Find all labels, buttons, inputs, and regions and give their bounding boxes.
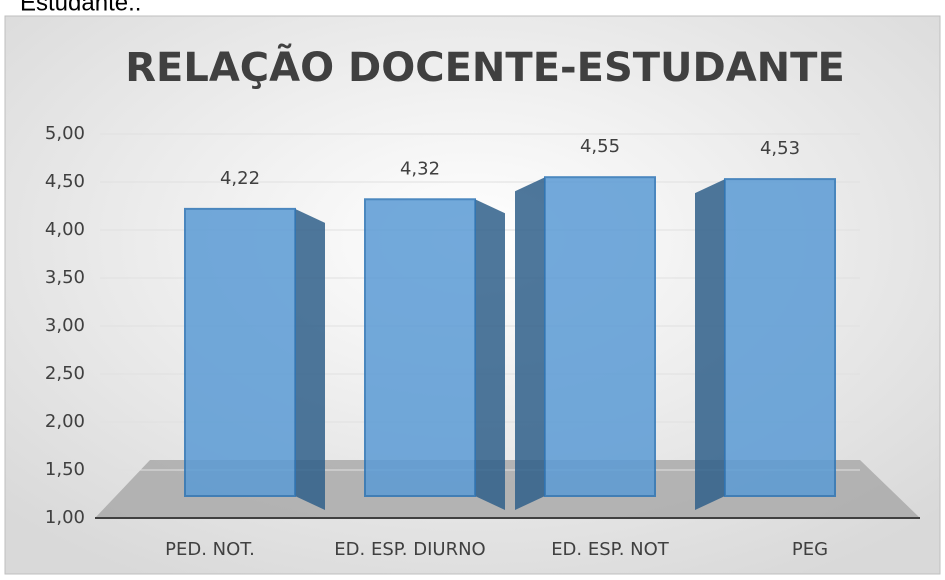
x-tick-label: PEG bbox=[792, 539, 828, 560]
y-tick-label: 2,00 bbox=[45, 411, 85, 432]
y-tick-label: 3,00 bbox=[45, 315, 85, 336]
value-label: 4,55 bbox=[580, 136, 620, 157]
y-tick-label: 1,00 bbox=[45, 507, 85, 528]
y-tick-label: 3,50 bbox=[45, 267, 85, 288]
y-tick-label: 4,00 bbox=[45, 219, 85, 240]
x-tick-label: ED. ESP. NOT bbox=[551, 539, 670, 560]
x-tick-label: ED. ESP. DIURNO bbox=[334, 539, 485, 560]
bar-side bbox=[695, 179, 725, 510]
bar bbox=[364, 198, 476, 497]
bar bbox=[724, 178, 836, 497]
x-tick-label: PED. NOT. bbox=[165, 539, 255, 560]
y-tick-label: 1,50 bbox=[45, 459, 85, 480]
bar-side bbox=[295, 208, 325, 510]
bar-side bbox=[515, 177, 545, 510]
header-text: Estudante.: bbox=[20, 0, 141, 16]
value-label: 4,53 bbox=[760, 138, 800, 159]
bar bbox=[184, 207, 296, 497]
y-tick-label: 2,50 bbox=[45, 363, 85, 384]
y-tick-label: 5,00 bbox=[45, 123, 85, 144]
value-label: 4,22 bbox=[220, 168, 260, 189]
bar bbox=[544, 176, 656, 497]
chart-title: RELAÇÃO DOCENTE-ESTUDANTE bbox=[125, 42, 845, 91]
y-tick-label: 4,50 bbox=[45, 171, 85, 192]
value-label: 4,32 bbox=[400, 158, 440, 179]
bar-side bbox=[475, 199, 505, 510]
